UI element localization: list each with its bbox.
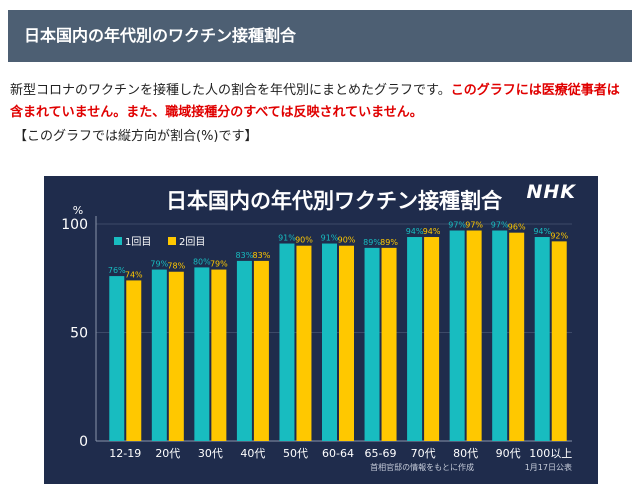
x-tick-label: 30代 (198, 447, 223, 460)
bar-second-dose (296, 245, 312, 441)
page-title: 日本国内の年代別のワクチン接種割合 (24, 26, 297, 45)
bar-second-dose (211, 269, 227, 441)
page-header: 日本国内の年代別のワクチン接種割合 (8, 10, 632, 62)
x-tick-label: 65-69 (365, 447, 397, 460)
bar-second-dose (168, 271, 184, 441)
y-axis-unit: % (73, 204, 83, 217)
intro-paragraph: 新型コロナのワクチンを接種した人の割合を年代別にまとめたグラフです。このグラフに… (10, 80, 632, 124)
bar-value-label: 89% (363, 238, 381, 247)
bar-value-label: 74% (125, 270, 143, 279)
chart-svg: 日本国内の年代別ワクチン接種割合 NHK% 0 50 100 76% 74% 12-19 79%… (61, 181, 576, 472)
bar-first-dose (492, 230, 508, 441)
legend-swatch (114, 237, 122, 245)
y-tick-label: 100 (61, 217, 88, 233)
bar-value-label: 79% (210, 260, 228, 269)
x-tick-label: 60-64 (322, 447, 354, 460)
bar-second-dose (424, 237, 440, 441)
bar-value-label: 91% (321, 234, 339, 243)
bar-value-label: 80% (193, 257, 211, 266)
bar-value-label: 79% (150, 260, 168, 269)
bar-first-dose (109, 276, 125, 441)
x-tick-label: 70代 (411, 447, 436, 460)
y-tick-label: 0 (79, 434, 88, 450)
bar-value-label: 94% (406, 227, 424, 236)
intro-text: 新型コロナのワクチンを接種した人の割合を年代別にまとめたグラフです。 (10, 83, 451, 98)
bar-value-label: 97% (448, 221, 466, 230)
bar-second-dose (381, 247, 397, 441)
bar-first-dose (151, 269, 167, 441)
publish-date: 1月17日公表 (525, 462, 572, 472)
bar-value-label: 89% (380, 238, 398, 247)
bar-first-dose (407, 237, 423, 441)
bar-second-dose (466, 230, 482, 441)
bar-first-dose (279, 243, 295, 441)
intro-warning: このグラフには医療従事者は含まれていません。また、職域接種分のすべては反映されて… (10, 83, 620, 120)
bar-value-label: 94% (533, 227, 551, 236)
x-tick-label: 50代 (283, 447, 308, 460)
bar-value-label: 76% (108, 266, 126, 275)
bar-first-dose (364, 247, 380, 441)
bar-second-dose (126, 280, 142, 441)
bar-second-dose (551, 241, 567, 441)
bar-second-dose (509, 232, 525, 441)
source-note: 首相官邸の情報をもとに作成 (370, 462, 474, 472)
y-tick-label: 50 (70, 326, 88, 342)
axis-note: 【このグラフでは縦方向が割合(%)です】 (14, 129, 258, 144)
bar-first-dose (322, 243, 337, 441)
vaccination-chart: 日本国内の年代別ワクチン接種割合 NHK% 0 50 100 76% 74% 12-19 79%… (44, 176, 598, 484)
bar-value-label: 90% (295, 236, 313, 245)
bar-value-label: 94% (423, 227, 441, 236)
bar-value-label: 83% (253, 251, 271, 260)
bar-value-label: 96% (508, 223, 526, 232)
x-tick-label: 20代 (155, 447, 180, 460)
bar-first-dose (194, 267, 210, 441)
bar-value-label: 90% (338, 236, 356, 245)
bar-value-label: 91% (278, 234, 296, 243)
bar-first-dose (449, 230, 465, 441)
nhk-logo: NHK (526, 181, 576, 203)
bar-value-label: 97% (491, 221, 509, 230)
legend-label: 2回目 (179, 236, 205, 248)
bar-value-label: 92% (550, 231, 568, 240)
x-tick-label: 12-19 (109, 447, 141, 460)
bar-second-dose (253, 260, 269, 441)
bar-value-label: 78% (167, 262, 185, 271)
bar-value-label: 83% (236, 251, 254, 260)
x-tick-label: 80代 (453, 447, 478, 460)
bar-second-dose (339, 245, 354, 441)
bar-value-label: 97% (465, 221, 483, 230)
x-tick-label: 40代 (240, 447, 265, 460)
legend-box (108, 232, 220, 250)
legend-swatch (168, 237, 176, 245)
bar-first-dose (236, 260, 252, 441)
x-tick-label: 100以上 (529, 447, 572, 460)
x-tick-label: 90代 (496, 447, 521, 460)
legend-label: 1回目 (125, 236, 151, 248)
bar-first-dose (534, 237, 550, 441)
chart-title: 日本国内の年代別ワクチン接種割合 (166, 189, 503, 213)
